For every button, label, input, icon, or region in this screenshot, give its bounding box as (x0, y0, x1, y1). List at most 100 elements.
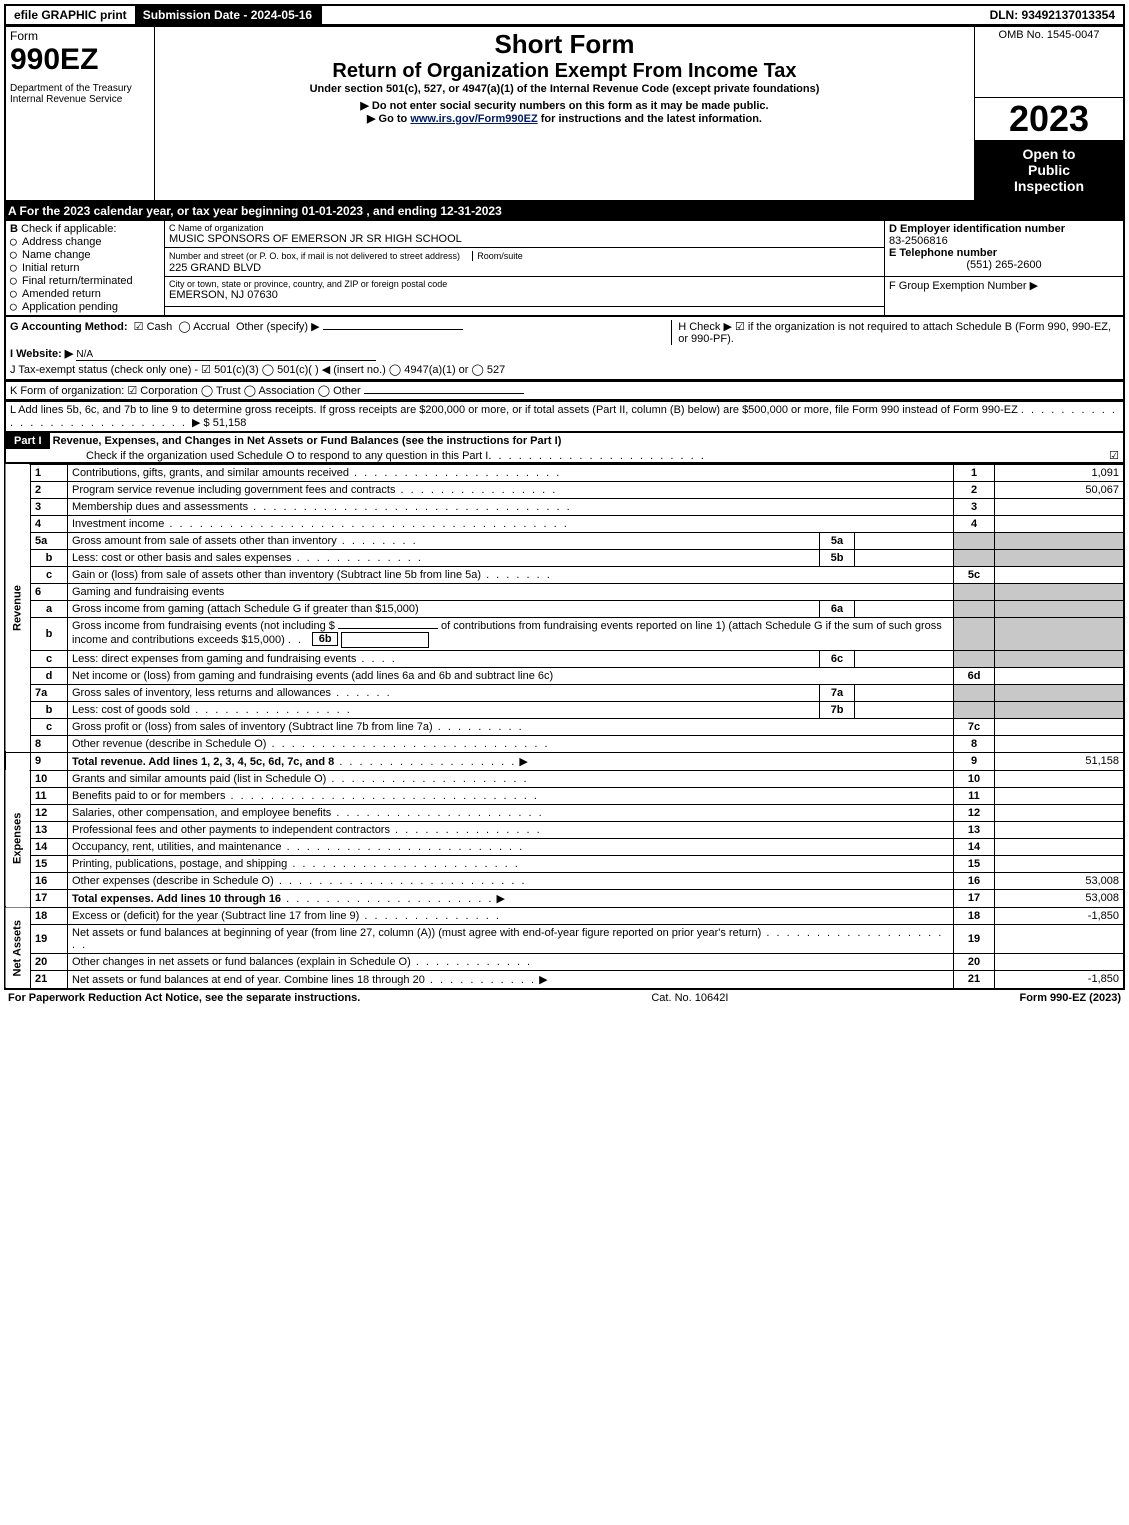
line6d-num: d (31, 667, 68, 684)
line6c-num: c (31, 650, 68, 667)
omb-number: OMB No. 1545-0047 (979, 29, 1119, 41)
acct-cash[interactable]: Cash (147, 321, 173, 333)
line10-amount (995, 770, 1125, 787)
room-suite-label: Room/suite (472, 251, 523, 261)
line5c-amount (995, 566, 1125, 583)
opt-address-change[interactable]: Address change (22, 236, 102, 248)
line6a-desc: Gross income from gaming (attach Schedul… (72, 603, 419, 615)
opt-application-pending[interactable]: Application pending (22, 301, 118, 313)
line2-amount: 50,067 (995, 481, 1125, 498)
line7c-code: 7c (954, 718, 995, 735)
line10-code: 10 (954, 770, 995, 787)
part1-checkbox[interactable]: ☑ (1109, 449, 1123, 462)
line16-code: 16 (954, 872, 995, 889)
line6c-val (855, 650, 954, 667)
line20-amount (995, 953, 1125, 970)
irs-link[interactable]: www.irs.gov/Form990EZ (410, 113, 537, 125)
phone-value: (551) 265-2600 (889, 259, 1119, 271)
line5a-val (855, 532, 954, 549)
line6a-val (855, 600, 954, 617)
line4-num: 4 (31, 515, 68, 532)
subtitle: Under section 501(c), 527, or 4947(a)(1)… (159, 83, 970, 95)
line2-num: 2 (31, 481, 68, 498)
line6d-code: 6d (954, 667, 995, 684)
line3-code: 3 (954, 498, 995, 515)
line2-code: 2 (954, 481, 995, 498)
line7c-num: c (31, 718, 68, 735)
street-value: 225 GRAND BLVD (169, 262, 261, 274)
line6c-code: 6c (820, 650, 855, 667)
line4-code: 4 (954, 515, 995, 532)
line6d-amount (995, 667, 1125, 684)
line11-amount (995, 787, 1125, 804)
line5a-num: 5a (31, 532, 68, 549)
line17-num: 17 (31, 889, 68, 907)
box-d-label: D Employer identification number (889, 223, 1065, 235)
opt-name-change[interactable]: Name change (22, 249, 91, 261)
line21-desc: Net assets or fund balances at end of ye… (72, 974, 425, 986)
line2-desc: Program service revenue including govern… (72, 484, 395, 496)
line6a-num: a (31, 600, 68, 617)
footer-right: Form 990-EZ (2023) (1019, 992, 1121, 1004)
line17-amount: 53,008 (995, 889, 1125, 907)
line20-desc: Other changes in net assets or fund bala… (72, 956, 411, 968)
line17-desc: Total expenses. Add lines 10 through 16 (72, 893, 281, 905)
line5b-code: 5b (820, 549, 855, 566)
line16-num: 16 (31, 872, 68, 889)
line18-desc: Excess or (deficit) for the year (Subtra… (72, 910, 359, 922)
line6b-desc1: Gross income from fundraising events (no… (72, 620, 335, 632)
opt-final-return[interactable]: Final return/terminated (22, 275, 133, 287)
line5b-num: b (31, 549, 68, 566)
form-header: Form 990EZ Department of the Treasury In… (4, 26, 1125, 202)
tax-year: 2023 (975, 98, 1123, 140)
footer-left: For Paperwork Reduction Act Notice, see … (8, 992, 360, 1004)
box-e-label: E Telephone number (889, 247, 997, 259)
line11-num: 11 (31, 787, 68, 804)
footer-catno: Cat. No. 10642I (651, 992, 728, 1004)
line10-desc: Grants and similar amounts paid (list in… (72, 773, 326, 785)
line18-code: 18 (954, 907, 995, 924)
line20-code: 20 (954, 953, 995, 970)
line1-amount: 1,091 (995, 464, 1125, 481)
line7b-code: 7b (820, 701, 855, 718)
dept-line2: Internal Revenue Service (10, 94, 150, 105)
line7c-amount (995, 718, 1125, 735)
acct-other[interactable]: Other (specify) ▶ (236, 321, 320, 333)
line21-num: 21 (31, 970, 68, 989)
line6a-code: 6a (820, 600, 855, 617)
line7b-val (855, 701, 954, 718)
line9-code: 9 (954, 752, 995, 770)
line11-desc: Benefits paid to or for members (72, 790, 225, 802)
box-f-label: F Group Exemption Number ▶ (889, 280, 1038, 292)
line7a-desc: Gross sales of inventory, less returns a… (72, 687, 331, 699)
ein-value: 83-2506816 (889, 235, 948, 247)
submission-date-button[interactable]: Submission Date - 2024-05-16 (135, 6, 322, 24)
main-title: Return of Organization Exempt From Incom… (159, 60, 970, 83)
website-value: N/A (76, 349, 376, 361)
line15-desc: Printing, publications, postage, and shi… (72, 858, 287, 870)
line19-code: 19 (954, 924, 995, 953)
part1-sub: Check if the organization used Schedule … (86, 450, 488, 462)
line20-num: 20 (31, 953, 68, 970)
line5c-code: 5c (954, 566, 995, 583)
opt-initial-return[interactable]: Initial return (22, 262, 79, 274)
row-g-label: G Accounting Method: (10, 321, 128, 333)
line13-desc: Professional fees and other payments to … (72, 824, 390, 836)
line10-num: 10 (31, 770, 68, 787)
line12-num: 12 (31, 804, 68, 821)
line8-num: 8 (31, 735, 68, 752)
box-c-street-label: Number and street (or P. O. box, if mail… (169, 251, 460, 261)
acct-accrual[interactable]: Accrual (193, 321, 230, 333)
row-h: H Check ▶ ☑ if the organization is not r… (671, 320, 1119, 345)
line8-amount (995, 735, 1125, 752)
line21-amount: -1,850 (995, 970, 1125, 989)
opt-amended-return[interactable]: Amended return (22, 288, 101, 300)
line19-desc: Net assets or fund balances at beginning… (72, 927, 761, 939)
org-name: MUSIC SPONSORS OF EMERSON JR SR HIGH SCH… (169, 233, 880, 245)
line5b-desc: Less: cost or other basis and sales expe… (72, 552, 292, 564)
note-ssn: ▶ Do not enter social security numbers o… (159, 99, 970, 112)
line15-num: 15 (31, 855, 68, 872)
netassets-side-label: Net Assets (5, 907, 31, 989)
line4-amount (995, 515, 1125, 532)
line8-desc: Other revenue (describe in Schedule O) (72, 738, 266, 750)
